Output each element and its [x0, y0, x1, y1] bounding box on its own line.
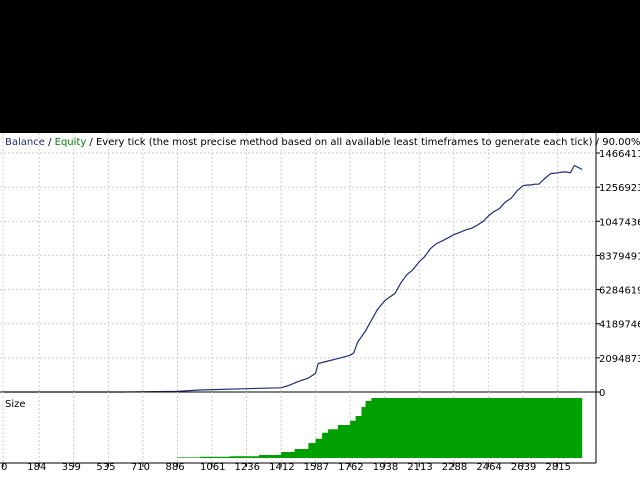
- title-method-text: Every tick (the most precise method base…: [96, 137, 640, 148]
- chart-title: Balance / Equity / Every tick (the most …: [5, 137, 640, 148]
- x-tick-label: 2815: [546, 462, 571, 473]
- x-tick-label: 2639: [511, 462, 536, 473]
- x-tick-label: 2113: [407, 462, 432, 473]
- y-tick-label: 2094873: [599, 354, 640, 365]
- y-tick-label: 14664111: [599, 149, 640, 160]
- x-tick-label: 1762: [338, 462, 363, 473]
- x-tick-label: 2464: [476, 462, 501, 473]
- y-tick-label: 6284619: [599, 286, 640, 297]
- balance-line: [3, 164, 583, 393]
- y-tick-label: 12569238: [599, 183, 640, 194]
- y-tick-label: 0: [599, 388, 605, 399]
- x-tick-label: 359: [62, 462, 81, 473]
- y-tick-label: 4189746: [599, 320, 640, 331]
- strategy-tester-report: 14664111 12569238 10474365 8379491 6284619 41…: [0, 133, 640, 480]
- x-axis-ticks: 0 184 359 535 710 886 1061 1236 1412 1587 1762 1938…: [1, 462, 571, 473]
- balance-equity-chart: 14664111 12569238 10474365 8379491 6284619 41…: [0, 133, 640, 473]
- title-balance-label: Balance: [5, 137, 45, 148]
- x-tick-label: 710: [131, 462, 150, 473]
- main-panel: [0, 133, 596, 392]
- x-tick-label: 886: [166, 462, 185, 473]
- x-tick-label: 1061: [200, 462, 225, 473]
- title-equity-label: Equity: [55, 137, 87, 148]
- y-tick-label: 8379491: [599, 251, 640, 262]
- title-separator-2: /: [86, 137, 96, 148]
- x-tick-label: 2288: [442, 462, 467, 473]
- size-panel-title: Size: [5, 399, 26, 410]
- x-tick-label: 184: [27, 462, 46, 473]
- x-tick-label: 1412: [269, 462, 294, 473]
- y-axis-ticks: 14664111 12569238 10474365 8379491 6284619 41…: [596, 149, 640, 399]
- size-area: [177, 398, 583, 458]
- x-tick-label: 1587: [304, 462, 329, 473]
- x-tick-label: 0: [1, 462, 7, 473]
- x-tick-label: 535: [96, 462, 115, 473]
- y-tick-label: 10474365: [599, 217, 640, 228]
- x-tick-label: 1938: [373, 462, 398, 473]
- title-separator-1: /: [45, 137, 55, 148]
- x-tick-label: 1236: [234, 462, 259, 473]
